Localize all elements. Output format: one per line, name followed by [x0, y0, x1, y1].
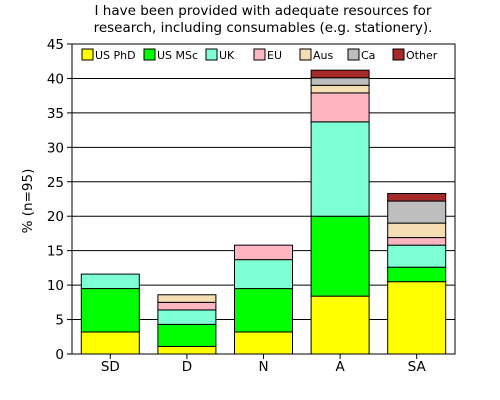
legend-label: US PhD: [95, 49, 136, 62]
y-tick-label: 40: [47, 71, 64, 87]
y-tick-label: 25: [47, 175, 64, 191]
bar-segment: [234, 288, 293, 333]
y-tick-label: 35: [47, 106, 64, 122]
y-tick-label: 15: [47, 244, 64, 260]
x-tick-label: N: [258, 359, 268, 375]
y-axis-label: % (n=95): [20, 169, 36, 234]
bar-segment: [157, 309, 217, 325]
bar-segment: [310, 121, 370, 217]
bar-segment: [157, 323, 217, 347]
bar-segment: [234, 259, 293, 290]
legend-swatch: [81, 48, 94, 61]
bar-segment: [80, 273, 140, 290]
chart-title-line-2: research, including consumables (e.g. st…: [94, 20, 433, 36]
bar-segment: [310, 69, 370, 79]
legend-swatch: [253, 48, 266, 61]
bar-segment: [310, 295, 370, 355]
y-tick-label: 5: [55, 313, 64, 329]
bar-segment: [387, 200, 447, 224]
y-tick-label: 20: [47, 209, 64, 225]
legend-swatch: [392, 48, 405, 61]
y-tick-label: 30: [47, 140, 64, 156]
legend-swatch: [299, 48, 312, 61]
bar-segment: [310, 84, 370, 94]
bar-segment: [387, 237, 447, 246]
bar-segment: [234, 331, 293, 355]
y-tick-label: 45: [47, 37, 64, 53]
legend-label: US MSc: [157, 49, 198, 62]
bar-segment: [387, 281, 447, 355]
bar-segment: [310, 77, 370, 86]
x-tick-label: D: [182, 359, 192, 375]
bar-segment: [387, 244, 447, 268]
legend-label: UK: [219, 49, 235, 62]
x-tick-label: SA: [408, 359, 427, 375]
bar-segment: [80, 331, 140, 355]
bar-segment: [234, 244, 293, 261]
legend-label: Other: [406, 49, 438, 62]
bar-segment: [157, 301, 217, 311]
chart-title-line-1: I have been provided with adequate resou…: [95, 3, 432, 19]
legend-swatch: [205, 48, 218, 61]
bar-segment: [157, 294, 217, 303]
y-tick-label: 10: [47, 278, 64, 294]
legend-label: Aus: [313, 49, 333, 62]
bar-segment: [387, 266, 447, 283]
y-axis-ticks: 0 5 10 15 20 25 30 35 40 45: [47, 37, 72, 363]
bar-segment: [80, 288, 140, 333]
bar-segment: [157, 345, 217, 355]
legend-swatch: [347, 48, 360, 61]
legend-label: Ca: [361, 49, 375, 62]
bar-segment: [310, 215, 370, 297]
bar-segment: [387, 192, 447, 202]
x-axis-ticks: SD D N A SA: [101, 354, 427, 375]
plot-frame: [71, 43, 456, 355]
legend: US PhD US MSc UK EU Aus Ca Other: [81, 48, 438, 62]
y-tick-label: 0: [55, 347, 64, 363]
bar-segment: [310, 92, 370, 123]
bar-segment: [387, 222, 447, 239]
x-tick-label: A: [335, 359, 345, 375]
x-tick-label: SD: [101, 359, 120, 375]
legend-swatch: [143, 48, 156, 61]
legend-label: EU: [267, 49, 282, 62]
